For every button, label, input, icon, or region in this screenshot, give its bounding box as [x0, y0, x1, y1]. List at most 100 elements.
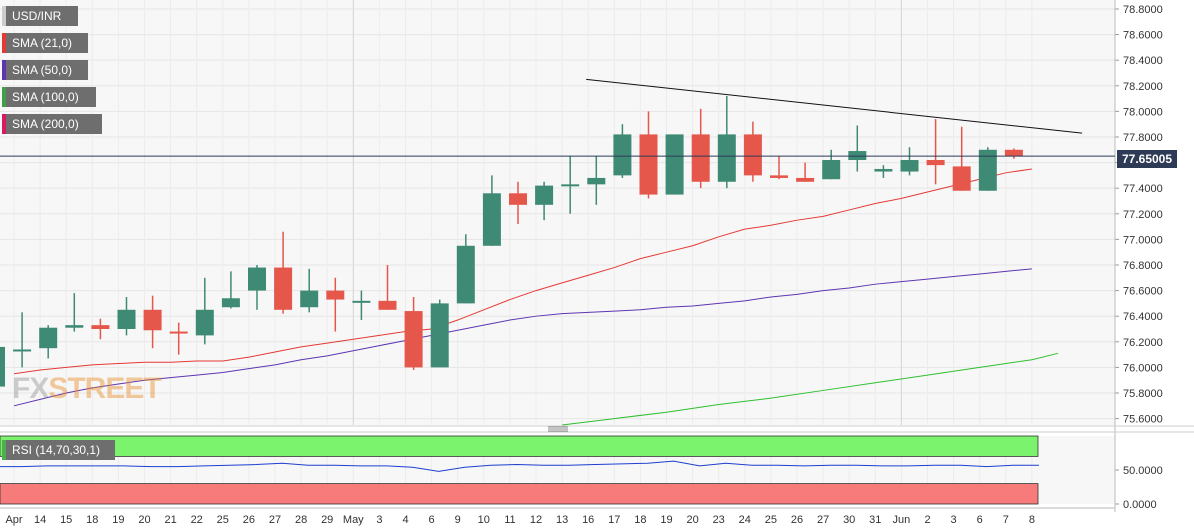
x-tick-label: 26	[243, 514, 255, 526]
candle-body	[378, 300, 397, 310]
x-tick-label: 7	[1003, 514, 1009, 526]
y-tick-label: 76.8000	[1123, 260, 1163, 272]
candle	[509, 181, 527, 225]
candle-body	[874, 168, 893, 172]
trendline	[586, 78, 1083, 134]
candle-body	[561, 184, 580, 187]
grid-lines	[0, 0, 1115, 504]
y-tick-label: 75.8000	[1123, 388, 1163, 400]
x-tick-label: 6	[429, 514, 435, 526]
candle	[378, 264, 397, 310]
x-tick-label: 29	[321, 514, 333, 526]
candle-body	[613, 134, 632, 176]
candle-body	[665, 134, 684, 195]
candle	[848, 125, 867, 172]
x-tick-label: 18	[634, 514, 646, 526]
x-tick-label: 15	[60, 514, 72, 526]
candle-body	[169, 331, 188, 334]
candle-body	[143, 309, 162, 331]
sma-50-line	[13, 268, 1032, 407]
y-tick-label: 76.4000	[1123, 311, 1163, 323]
y-tick-label: 76.0000	[1123, 362, 1163, 374]
candle-body	[300, 290, 319, 308]
candle-body	[822, 160, 841, 180]
y-tick-label: 78.2000	[1123, 81, 1163, 93]
candle	[665, 134, 684, 195]
candle-body	[770, 175, 788, 178]
candle-body	[0, 346, 5, 387]
candle	[274, 231, 293, 314]
y-tick-label: 78.6000	[1123, 30, 1163, 42]
candles	[0, 96, 1023, 387]
candle-body	[274, 267, 293, 310]
candle-body	[65, 325, 84, 328]
candle-body	[404, 311, 423, 368]
candle-body	[509, 193, 527, 205]
x-tick-label: 19	[660, 514, 672, 526]
candle	[978, 147, 997, 191]
candle-body	[978, 149, 997, 191]
y-tick-label: 76.6000	[1123, 286, 1163, 298]
candle-body	[717, 134, 736, 182]
x-tick-label: 8	[1029, 514, 1035, 526]
x-tick-label: Apr	[5, 514, 22, 526]
x-tick-label: 20	[686, 514, 698, 526]
candle	[639, 111, 658, 199]
x-tick-label: 12	[530, 514, 542, 526]
candle	[796, 162, 815, 182]
candle	[900, 147, 919, 176]
x-tick-label: 4	[402, 514, 408, 526]
rsi-overbought-zone	[0, 435, 1039, 457]
x-tick-label: 2	[924, 514, 930, 526]
candle-body	[326, 290, 345, 300]
candle-body	[535, 185, 554, 205]
y-tick-label: 77.8000	[1123, 132, 1163, 144]
x-tick-label: 11	[504, 514, 515, 526]
x-tick-label: 20	[138, 514, 150, 526]
candle-body	[430, 303, 449, 368]
candle-body	[900, 160, 919, 172]
y-tick-label: 78.4000	[1123, 55, 1163, 67]
legend-item: SMA (21,0)	[2, 33, 88, 53]
legend-item: USD/INR	[2, 6, 78, 26]
x-tick-label: 13	[556, 514, 568, 526]
x-tick-label: 18	[86, 514, 98, 526]
candle	[952, 126, 971, 191]
candle	[743, 121, 762, 182]
x-tick-label: 28	[295, 514, 307, 526]
x-tick-label: 30	[843, 514, 855, 526]
candle	[613, 124, 632, 178]
x-tick-label: 26	[791, 514, 803, 526]
candle-body	[691, 134, 710, 182]
candle	[248, 264, 266, 310]
candle	[300, 268, 319, 313]
x-tick-label: 3	[376, 514, 382, 526]
x-tick-label: 21	[164, 514, 176, 526]
rsi-oversold-zone	[0, 483, 1039, 505]
rsi-line	[0, 460, 1039, 472]
rsi-legend: RSI (14,70,30,1)	[2, 440, 115, 460]
candle-body	[221, 298, 240, 308]
x-tick-label: May	[343, 514, 364, 526]
x-tick-label: 24	[739, 514, 751, 526]
x-tick-label: 31	[869, 514, 881, 526]
candle	[482, 175, 501, 246]
candle-body	[39, 327, 58, 349]
y-tick-label: 77.0000	[1123, 234, 1163, 246]
candle	[91, 318, 110, 340]
y-tick-label: 78.0000	[1123, 106, 1163, 118]
candle	[195, 277, 214, 345]
sma-21-line	[13, 168, 1032, 375]
x-tick-label: 25	[217, 514, 229, 526]
candle-body	[13, 349, 32, 352]
candle	[926, 119, 945, 185]
candle	[1004, 148, 1023, 159]
candle-body	[248, 267, 266, 291]
candle	[326, 277, 345, 332]
candle	[65, 293, 84, 332]
x-tick-label: 3	[951, 514, 957, 526]
candle-body	[743, 134, 762, 176]
candle-body	[1004, 149, 1023, 157]
x-tick-label: 6	[977, 514, 983, 526]
